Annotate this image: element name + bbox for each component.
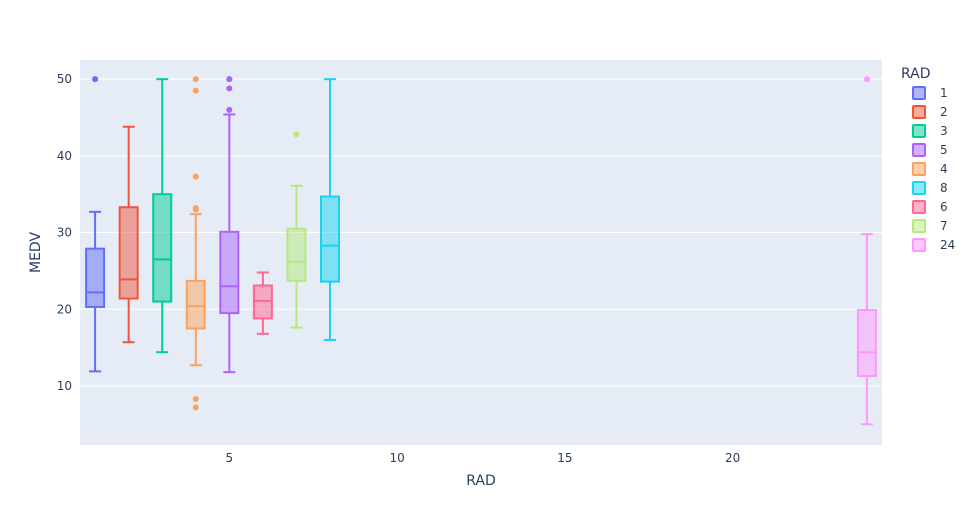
legend-item-6[interactable]: 6 — [912, 200, 948, 214]
box-outlier-point — [192, 404, 199, 411]
legend-label: 3 — [940, 124, 948, 138]
legend-item-2[interactable]: 2 — [912, 105, 948, 119]
legend-item-7[interactable]: 7 — [912, 219, 948, 233]
legend-item-5[interactable]: 5 — [912, 143, 948, 157]
y-tick-label: 40 — [57, 149, 72, 163]
legend-item-8[interactable]: 8 — [912, 181, 948, 195]
legend[interactable]: RAD 1 2 3 5 4 8 6 7 24 — [901, 66, 955, 252]
legend-swatch — [912, 238, 926, 252]
x-tick-label: 15 — [557, 451, 572, 465]
box-series-3 — [152, 78, 173, 354]
box-series-5 — [219, 76, 240, 374]
legend-swatch — [912, 181, 926, 195]
x-tick-label: 10 — [389, 451, 404, 465]
legend-swatch — [912, 219, 926, 233]
legend-label: 24 — [940, 238, 955, 252]
box-outlier-point — [92, 76, 99, 83]
box-series-1 — [85, 76, 106, 373]
box-iqr — [85, 247, 106, 308]
legend-swatch — [912, 124, 926, 138]
legend-item-1[interactable]: 1 — [912, 86, 948, 100]
plot-area — [80, 60, 882, 445]
grid-lines — [80, 78, 882, 387]
x-tick-label: 20 — [725, 451, 740, 465]
box-series-2 — [118, 125, 139, 344]
axes: 10 20 30 40 50 5 10 15 20 RAD MEDV — [28, 72, 740, 489]
box-iqr — [286, 227, 307, 282]
legend-swatch — [912, 162, 926, 176]
legend-label: 8 — [940, 181, 948, 195]
box-iqr — [319, 195, 340, 283]
box-outlier-point — [192, 206, 199, 213]
legend-item-24[interactable]: 24 — [912, 238, 955, 252]
box-outlier-point — [192, 173, 199, 180]
legend-swatch — [912, 105, 926, 119]
box-iqr — [856, 309, 877, 377]
legend-swatch — [912, 86, 926, 100]
box-iqr — [219, 230, 240, 315]
y-axis-title: MEDV — [28, 232, 44, 273]
box-series-24 — [856, 76, 877, 426]
legend-label: 4 — [940, 162, 948, 176]
x-tick-label: 5 — [226, 451, 234, 465]
box-outlier-point — [192, 395, 199, 402]
box-outlier-point — [863, 76, 870, 83]
box-iqr — [118, 206, 139, 300]
box-series-6 — [252, 271, 273, 335]
legend-title: RAD — [901, 66, 931, 82]
box-series-7 — [286, 131, 307, 329]
legend-item-3[interactable]: 3 — [912, 124, 948, 138]
legend-swatch — [912, 143, 926, 157]
box-iqr — [152, 193, 173, 303]
legend-label: 2 — [940, 105, 948, 119]
y-tick-label: 30 — [57, 226, 72, 240]
y-tick-label: 10 — [57, 379, 72, 393]
box-outlier-point — [192, 87, 199, 94]
box-outlier-point — [192, 76, 199, 83]
x-axis-title: RAD — [466, 473, 496, 489]
box-outlier-point — [226, 106, 233, 113]
box-series-8 — [319, 78, 340, 341]
legend-swatch — [912, 200, 926, 214]
box-outlier-point — [226, 85, 233, 92]
box-outlier-point — [293, 131, 300, 138]
y-tick-label: 20 — [57, 302, 72, 316]
legend-label: 6 — [940, 200, 948, 214]
box-series-4 — [185, 76, 206, 411]
box-outlier-point — [226, 76, 233, 83]
box-series-layer — [85, 76, 877, 426]
box-iqr — [252, 284, 273, 320]
legend-label: 1 — [940, 86, 948, 100]
legend-item-4[interactable]: 4 — [912, 162, 948, 176]
legend-label: 7 — [940, 219, 948, 233]
y-tick-label: 50 — [57, 72, 72, 86]
legend-label: 5 — [940, 143, 948, 157]
box-iqr — [185, 279, 206, 330]
